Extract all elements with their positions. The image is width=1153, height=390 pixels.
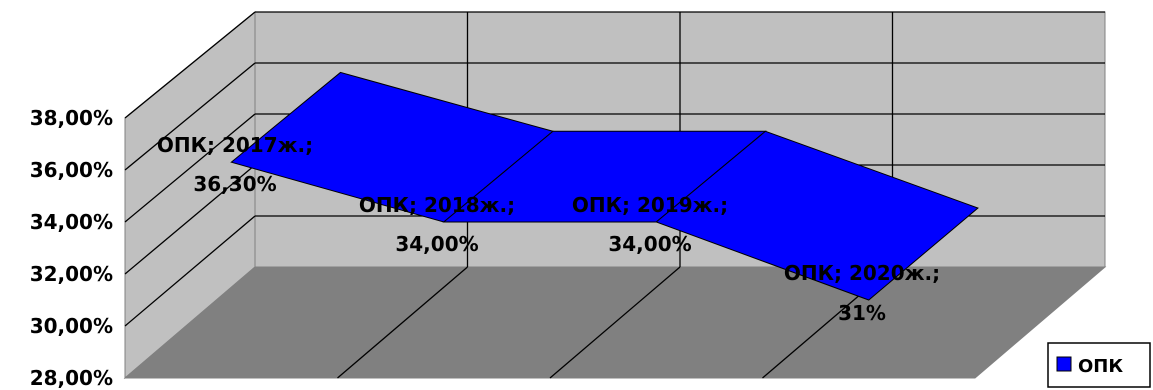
y-tick-label: 34,00% (30, 210, 113, 234)
legend-swatch (1056, 356, 1072, 372)
data-label-value: 31% (838, 301, 886, 325)
y-tick-label: 30,00% (30, 314, 113, 338)
gridline-side (124, 62, 256, 171)
data-label-value: 34,00% (395, 232, 478, 256)
data-label: ОПК; 2019ж.; (572, 193, 728, 217)
data-label-value: 34,00% (608, 232, 691, 256)
y-tick-label: 32,00% (30, 262, 113, 286)
data-label: ОПК; 2018ж.; (359, 193, 515, 217)
series-ribbon-segment (655, 130, 979, 301)
gridline-side (124, 11, 256, 119)
y-tick-label: 38,00% (30, 106, 113, 130)
gridline-side (124, 113, 256, 223)
data-label: ОПК; 2017ж.; (157, 133, 313, 157)
data-label-value: 36,30% (193, 172, 276, 196)
y-tick-label: 36,00% (30, 158, 113, 182)
y-tick-label: 28,00% (30, 366, 113, 390)
gridline-side (124, 164, 256, 275)
data-label: ОПК; 2020ж.; (784, 261, 940, 285)
category-divider-floor (337, 266, 468, 379)
legend-label: ОПК (1078, 356, 1123, 377)
category-divider-floor (549, 266, 681, 379)
gridline-side (124, 215, 256, 327)
